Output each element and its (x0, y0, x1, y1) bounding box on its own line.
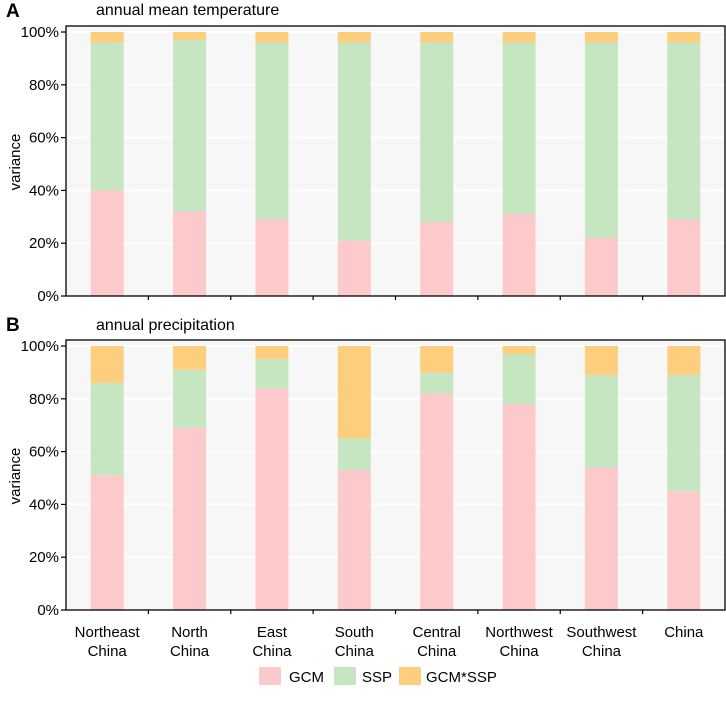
x-label-southwest-china: Southwest China (566, 624, 637, 660)
panel-b-bar-gcm-northeast-china (90, 475, 124, 610)
panel-a-y-tick-label: 100% (21, 24, 59, 41)
panel-a-bar-gcm-ssp-south-china (337, 32, 371, 43)
panel-b-bar-gcm-ssp-southwest-china (584, 346, 618, 376)
panel-b-bar-gcm-north-china (173, 427, 207, 610)
legend-label-gcm-ssp: GCM*SSP (426, 669, 497, 686)
panel-b-bar-gcm-central-china (420, 393, 454, 610)
panel-b-frame (65, 339, 726, 611)
panel-a-bar-gcm-ssp-north-china (173, 32, 207, 40)
panel-b-letter: B (6, 315, 20, 336)
panel-a-bar-ssp-central-china (420, 42, 454, 223)
panel-b-y-axis-label: variance (7, 448, 24, 505)
panel-b-bar-gcm-ssp-central-china (420, 346, 454, 373)
panel-a-y-tick-label: 40% (29, 182, 59, 199)
panel-b-y-tick-label: 60% (29, 444, 59, 461)
panel-b-plot-area (66, 340, 725, 610)
panel-b-bar-ssp-central-china (420, 372, 454, 394)
panel-a-plot-area (66, 26, 725, 296)
panel-a-bar-ssp-northwest-china (502, 42, 536, 215)
panel-a-bar-gcm-ssp-southwest-china (584, 32, 618, 43)
panel-a-axes: 0% 20% 40% 60% 80% 100% (21, 24, 726, 305)
panel-b-bar-gcm-northwest-china (502, 404, 536, 610)
panel-b-bar-gcm-china (667, 491, 701, 610)
panel-b-y-tick-label: 100% (21, 338, 59, 355)
panel-b-bar-gcm-south-china (337, 470, 371, 610)
panel-b-bar-gcm-ssp-south-china (337, 346, 371, 439)
panel-b-y-tick-label: 0% (37, 602, 59, 619)
panel-a-bar-gcm-north-china (173, 211, 207, 296)
panel-a-bars (90, 32, 701, 296)
panel-b-bar-ssp-north-china (173, 369, 207, 428)
panel-a-bar-gcm-china (667, 219, 701, 296)
panel-a-bar-gcm-ssp-central-china (420, 32, 454, 43)
panel-a-bar-gcm-east-china (255, 219, 289, 296)
x-label-northwest-china: Northwest China (485, 624, 553, 660)
x-label-east-china: East China (252, 624, 292, 660)
panel-b-bar-ssp-northwest-china (502, 353, 536, 405)
panel-b-bar-ssp-south-china (337, 438, 371, 471)
panel-b-bar-gcm-ssp-north-china (173, 346, 207, 370)
panel-b-bar-gcm-east-china (255, 388, 289, 610)
panel-a-bar-gcm-ssp-northeast-china (90, 32, 124, 43)
panel-a-bar-ssp-northeast-china (90, 42, 124, 191)
legend-swatch-ssp (334, 667, 356, 685)
panel-a-bar-gcm-northwest-china (502, 214, 536, 296)
panel-a-bar-gcm-ssp-china (667, 32, 701, 43)
x-label-china: China (664, 624, 704, 641)
panel-a-bar-gcm-ssp-east-china (255, 32, 289, 43)
panel-b-bar-ssp-southwest-china (584, 375, 618, 468)
panel-a-bar-ssp-south-china (337, 42, 371, 241)
panel-a-letter: A (6, 1, 20, 22)
panel-b-y-tick-label: 80% (29, 391, 59, 408)
panel-a-y-tick-label: 20% (29, 235, 59, 252)
x-label-northeast-china: Northeast China (75, 624, 141, 660)
panel-b-bar-gcm-southwest-china (584, 467, 618, 610)
panel-b-bar-gcm-ssp-east-china (255, 346, 289, 360)
panel-a-bar-gcm-northeast-china (90, 190, 124, 296)
panel-b-bar-ssp-east-china (255, 359, 289, 389)
panel-b-bar-gcm-ssp-northeast-china (90, 346, 124, 383)
legend-label-gcm: GCM (289, 669, 324, 686)
x-label-central-china: Central China (413, 624, 461, 660)
panel-a-y-axis-label: variance (7, 134, 24, 191)
panel-b-bar-gcm-ssp-china (667, 346, 701, 376)
panel-a-bar-gcm-south-china (337, 240, 371, 296)
x-axis-category-labels: Northeast China North China East China South Ch… (75, 624, 704, 660)
panel-a-bar-ssp-north-china (173, 39, 207, 212)
panel-a-title: annual mean temperature (96, 2, 279, 19)
panel-a-y-tick-label: 80% (29, 77, 59, 94)
panel-b-bar-ssp-northeast-china (90, 382, 124, 476)
panel-a-bar-ssp-china (667, 42, 701, 220)
panel-b-axes: 0% 20% 40% 60% 80% 100% (21, 338, 726, 619)
panel-a-bar-ssp-southwest-china (584, 42, 618, 238)
panel-b-y-tick-label: 20% (29, 549, 59, 566)
panel-a-bar-gcm-southwest-china (584, 237, 618, 296)
panel-a: A annual mean temperature 0% 20% 40% 60% 80%… (6, 1, 726, 305)
panel-b-y-tick-label: 40% (29, 496, 59, 513)
panel-a-frame (65, 25, 726, 297)
panel-b-bar-gcm-ssp-northwest-china (502, 346, 536, 354)
panel-a-bar-ssp-east-china (255, 42, 289, 220)
legend-swatch-gcm-ssp (399, 667, 421, 685)
legend: GCM SSP GCM*SSP (259, 667, 497, 686)
panel-b-bar-ssp-china (667, 375, 701, 492)
panel-a-y-tick-label: 60% (29, 130, 59, 147)
x-label-south-china: South China (335, 624, 375, 660)
legend-label-ssp: SSP (362, 669, 392, 686)
x-label-north-china: North China (170, 624, 210, 660)
panel-a-bar-gcm-central-china (420, 222, 454, 296)
panel-b-bars (90, 346, 701, 610)
panel-b-title: annual precipitation (96, 317, 235, 334)
panel-a-y-tick-label: 0% (37, 288, 59, 305)
panel-b: B annual precipitation 0% 20% 40% 60% 80% 100… (6, 315, 726, 619)
legend-swatch-gcm (259, 667, 281, 685)
panel-a-bar-gcm-ssp-northwest-china (502, 32, 536, 43)
